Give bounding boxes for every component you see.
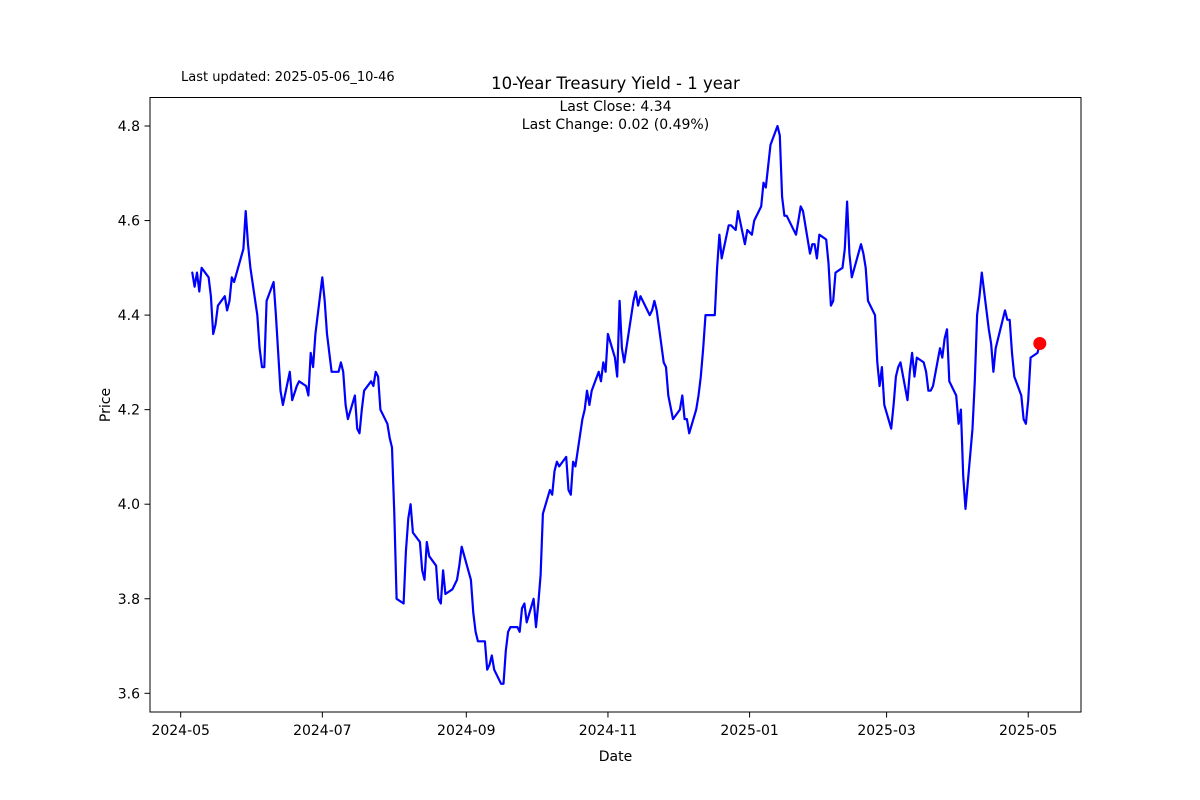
y-axis-label: Price	[98, 388, 114, 422]
last-close-subtitle: Last Close: 4.34	[559, 99, 671, 115]
y-tick-label: 3.6	[118, 686, 140, 702]
x-tick-label: 2025-01	[720, 723, 779, 739]
x-tick-label: 2024-05	[151, 723, 210, 739]
price-line-group	[191, 124, 1047, 685]
last-change-subtitle: Last Change: 0.02 (0.49%)	[522, 117, 709, 133]
x-tick-label: 2024-07	[293, 723, 352, 739]
x-axis-label: Date	[599, 749, 632, 765]
x-tick-label: 2024-09	[437, 723, 496, 739]
y-tick-label: 4.0	[118, 497, 140, 513]
chart-title: 10-Year Treasury Yield - 1 year	[491, 74, 740, 93]
x-tick-label: 2025-05	[999, 723, 1058, 739]
x-tick-label: 2024-11	[579, 723, 638, 739]
y-tick-label: 3.8	[118, 592, 140, 608]
y-tick-label: 4.2	[118, 403, 140, 419]
y-axis-ticks: 3.6 3.8 4.0 4.2 4.4 4.6 4.8	[118, 119, 150, 702]
last-close-marker	[1033, 337, 1047, 350]
last-updated-label: Last updated: 2025-05-06_10-46	[181, 70, 395, 85]
y-tick-label: 4.8	[118, 119, 140, 135]
plot-border	[149, 97, 1082, 713]
y-tick-label: 4.4	[118, 308, 140, 324]
x-tick-label: 2025-03	[857, 723, 916, 739]
x-axis-ticks: 2024-05 2024-07 2024-09 2024-11 2025-01 2025-…	[151, 712, 1057, 739]
price-line	[191, 124, 1041, 685]
y-tick-label: 4.6	[118, 214, 140, 230]
